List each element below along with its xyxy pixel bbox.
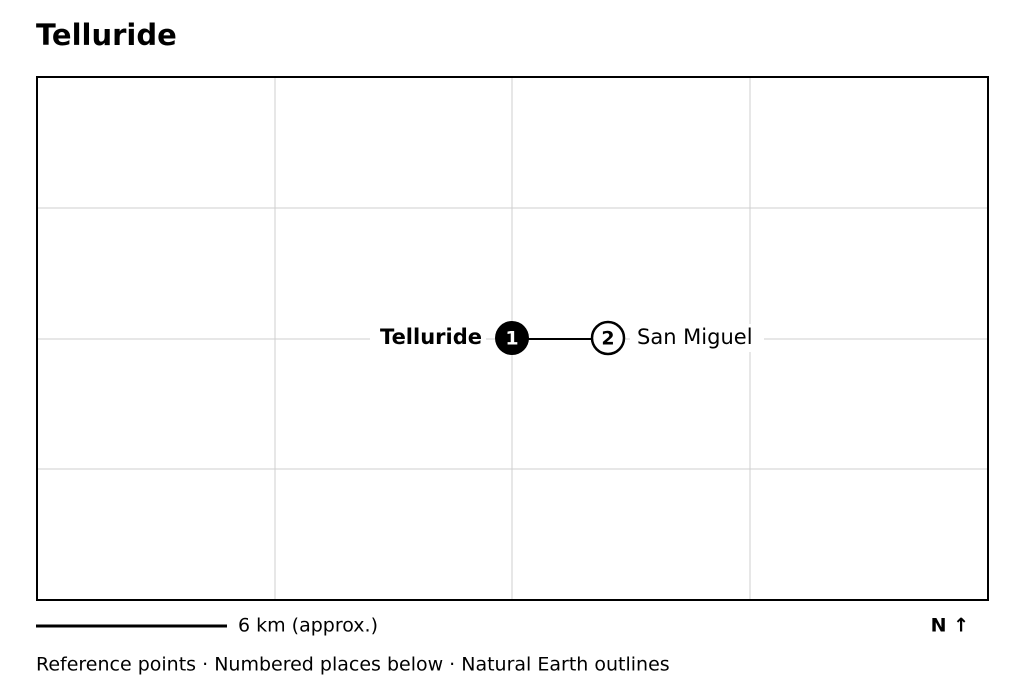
label-background — [630, 324, 764, 352]
footer-note: Reference points · Numbered places below… — [36, 654, 670, 676]
place-number: 1 — [505, 328, 518, 350]
place-marker — [495, 321, 529, 355]
place-label: San Miguel — [637, 325, 753, 349]
label-background — [370, 324, 486, 352]
map-frame — [36, 76, 989, 601]
place-label: Telluride — [380, 325, 482, 349]
place-number: 2 — [601, 328, 614, 350]
north-arrow: N ↑ — [931, 615, 969, 637]
scale-label: 6 km (approx.) — [238, 615, 378, 637]
title: Telluride — [36, 18, 177, 52]
place-marker — [590, 320, 626, 356]
